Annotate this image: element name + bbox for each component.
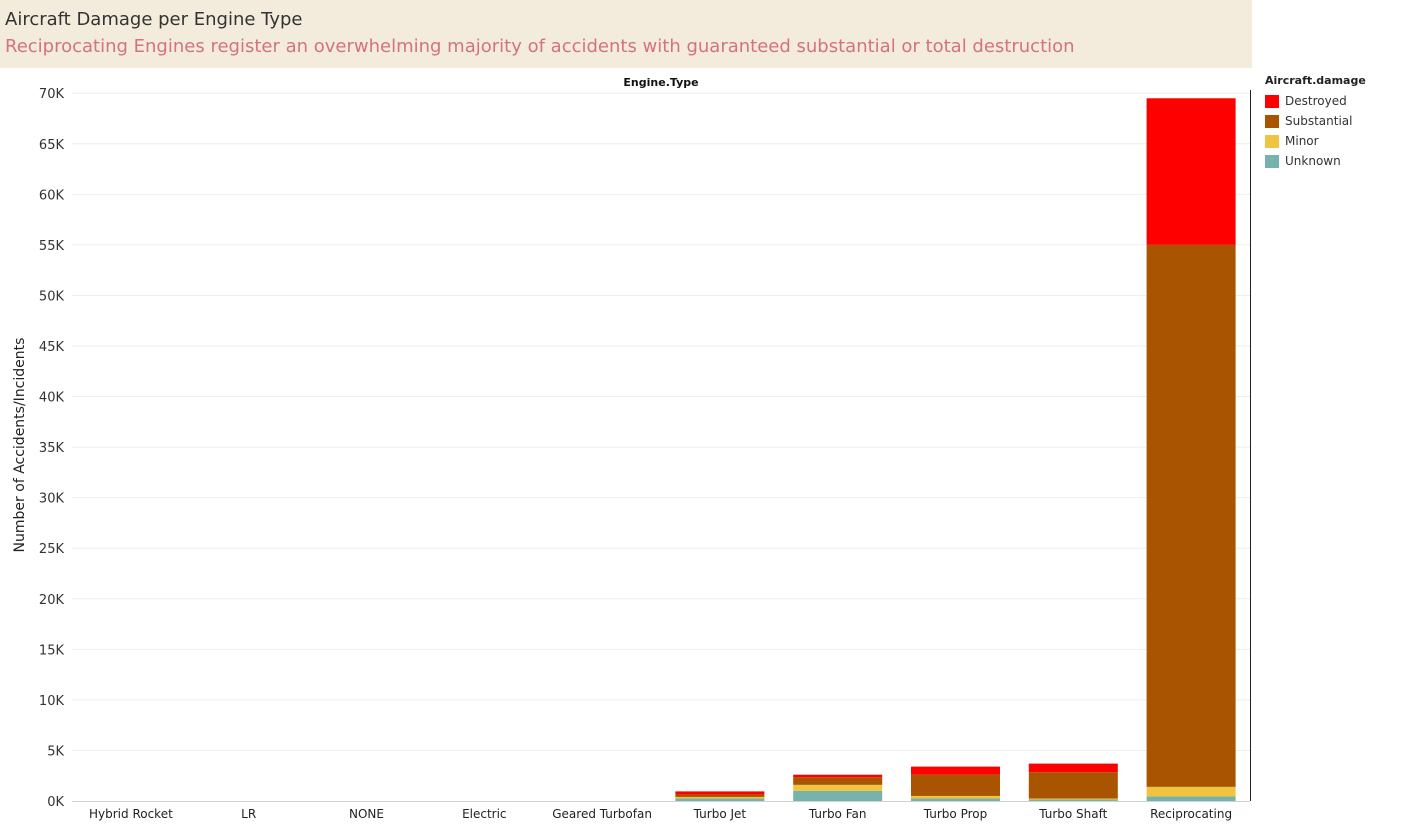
bar-turbo-shaft-destroyed[interactable] [1028,763,1118,773]
bar-turbo-shaft-substantial[interactable] [1028,772,1118,799]
bar-turbo-fan-destroyed[interactable] [793,774,883,778]
legend-label: Substantial [1285,114,1353,128]
y-tick-label: 35K [39,441,65,456]
y-tick-label: 40K [39,391,65,406]
x-category-label: Turbo Prop [923,807,987,821]
bar-turbo-shaft-minor[interactable] [1028,798,1118,800]
y-tick-label: 10K [39,694,65,709]
y-tick-label: 30K [39,492,65,507]
y-tick-label: 55K [39,239,65,254]
engine-type-header: Engine.Type [623,76,698,89]
legend-swatch [1265,114,1279,128]
x-category-label: Hybrid Rocket [89,807,173,821]
bar-turbo-fan-substantial[interactable] [793,777,883,785]
legend-swatch [1265,154,1279,168]
bar-turbo-jet-unknown[interactable] [675,798,765,801]
legend-item-destroyed[interactable]: Destroyed [1265,91,1400,111]
x-category-label: NONE [349,807,384,821]
y-tick-label: 45K [39,340,65,355]
page-title: Aircraft Damage per Engine Type [5,9,303,30]
y-tick-label: 65K [39,138,65,153]
axes: 0K 5K 10K 15K 20K 25K 30K 35K 40K 45K 50K 55K 60K 65K… [39,87,1251,821]
x-category-label: Turbo Jet [693,807,747,821]
bar-turbo-jet-substantial[interactable] [675,794,765,797]
y-tick-label: 60K [39,188,65,203]
legend: Aircraft.damage Destroyed Substantial Mino… [1265,74,1400,171]
bar-reciprocating-destroyed[interactable] [1146,98,1236,245]
legend-item-unknown[interactable]: Unknown [1265,151,1400,171]
x-category-label: Turbo Shaft [1038,807,1107,821]
gridlines [72,92,1250,751]
legend-title: Aircraft.damage [1265,74,1366,87]
legend-label: Destroyed [1285,94,1347,108]
legend-item-substantial[interactable]: Substantial [1265,111,1400,131]
y-tick-label: 50K [39,289,65,304]
bars [675,98,1236,801]
y-tick-label: 15K [39,643,65,658]
x-category-label: Turbo Fan [808,807,867,821]
bar-turbo-prop-unknown[interactable] [911,798,1000,801]
legend-item-minor[interactable]: Minor [1265,131,1400,151]
bar-reciprocating-minor[interactable] [1146,786,1236,797]
y-tick-label: 20K [39,593,65,608]
legend-swatch [1265,94,1279,108]
bar-turbo-jet-destroyed[interactable] [675,791,765,795]
y-tick-label: 0K [47,795,64,810]
header-panel: Aircraft Damage per Engine Type Reciproc… [0,0,1252,68]
y-tick-label: 70K [39,87,65,102]
x-category-label: Geared Turbofan [552,807,652,821]
x-category-label: Electric [462,807,506,821]
y-tick-label: 5K [47,744,64,759]
bar-turbo-prop-destroyed[interactable] [911,766,1000,775]
bar-turbo-jet-minor[interactable] [675,796,765,799]
legend-label: Minor [1285,134,1319,148]
y-tick-label: 25K [39,542,65,557]
x-category-label: LR [241,807,256,821]
bar-turbo-prop-substantial[interactable] [911,774,1000,796]
legend-swatch [1265,134,1279,148]
bar-turbo-prop-minor[interactable] [911,795,1000,799]
legend-label: Unknown [1285,154,1341,168]
bar-reciprocating-unknown[interactable] [1146,796,1236,801]
bar-turbo-fan-unknown[interactable] [793,790,883,801]
bar-reciprocating-substantial[interactable] [1146,244,1236,787]
page-subtitle: Reciprocating Engines register an overwh… [5,36,1075,57]
bar-turbo-shaft-unknown[interactable] [1028,799,1118,801]
y-axis-title: Number of Accidents/Incidents [12,338,28,553]
stacked-bar-chart: 0K 5K 10K 15K 20K 25K 30K 35K 40K 45K 50K 55K 60K 65K… [12,76,1251,821]
x-category-label: Reciprocating [1150,807,1232,821]
legend-items: Destroyed Substantial Minor Unknown [1265,91,1400,171]
bar-turbo-fan-minor[interactable] [793,784,883,791]
